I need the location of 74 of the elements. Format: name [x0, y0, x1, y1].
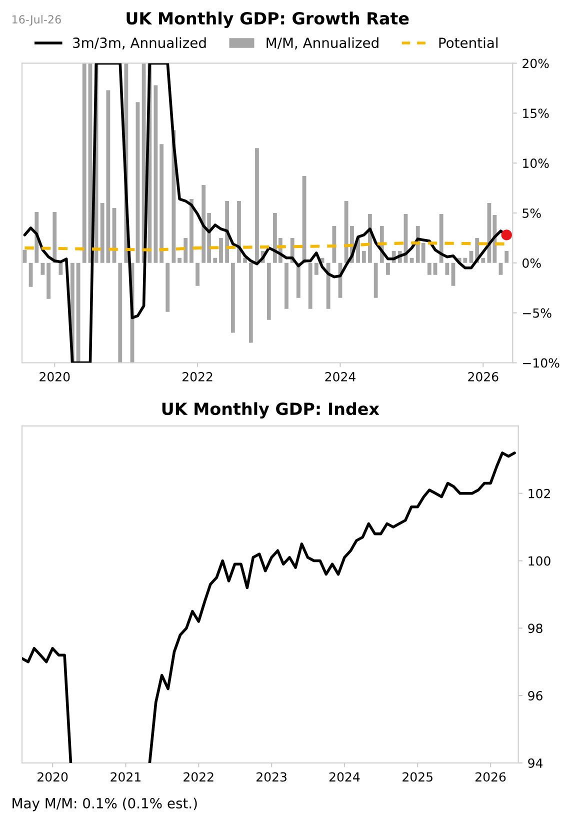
- bar: [504, 250, 509, 263]
- x-tick-label: 2024: [325, 372, 356, 382]
- bar: [213, 258, 218, 263]
- bar: [451, 262, 456, 286]
- chart-title: UK Monthly GDP: Index: [162, 402, 380, 418]
- bar: [284, 262, 288, 309]
- x-tick-label: 2020: [38, 772, 68, 782]
- y-tick-label: 98: [528, 624, 542, 634]
- bar: [439, 214, 444, 263]
- bar: [498, 262, 503, 275]
- bar: [46, 262, 51, 299]
- bar: [237, 201, 241, 263]
- bar: [219, 238, 223, 263]
- bar: [118, 262, 122, 363]
- y-tick-label: 100: [528, 556, 550, 566]
- bar: [332, 226, 336, 263]
- y-tick-label: −5%: [523, 308, 552, 318]
- bar: [52, 212, 57, 263]
- bar: [386, 262, 390, 275]
- bar: [154, 85, 158, 263]
- bar: [178, 258, 182, 263]
- chart-title: UK Monthly GDP: Growth Rate: [126, 12, 409, 28]
- bar: [266, 262, 271, 320]
- bar: [58, 262, 63, 275]
- legend-label: M/M, Annualized: [266, 37, 378, 50]
- bar: [100, 203, 104, 263]
- y-tick-label: 0%: [522, 258, 541, 268]
- bar: [243, 258, 248, 263]
- bar: [40, 262, 45, 275]
- bar: [196, 262, 200, 286]
- bar: [481, 258, 486, 263]
- bar: [308, 262, 312, 309]
- y-tick-label: −10%: [523, 358, 560, 368]
- y-tick-label: 102: [528, 488, 550, 498]
- text: May M/M: 0.1% (0.1% est.): [12, 798, 197, 812]
- bar: [166, 262, 170, 312]
- bar: [230, 262, 235, 333]
- x-tick-label: 2025: [402, 772, 432, 782]
- y-tick-label: 94: [528, 758, 543, 768]
- bar: [427, 262, 432, 275]
- bar: [326, 262, 330, 309]
- bar: [314, 262, 318, 275]
- bar: [255, 148, 259, 263]
- bar: [22, 250, 27, 263]
- y-tick-label: 10%: [523, 158, 549, 168]
- y-tick-label: 15%: [523, 108, 549, 118]
- bar: [82, 63, 86, 263]
- bar: [184, 238, 188, 263]
- bar: [248, 262, 253, 343]
- x-tick-label: 2021: [110, 772, 140, 782]
- text: 16-Jul-26: [12, 14, 61, 26]
- y-tick-label: 5%: [522, 208, 541, 218]
- x-tick-label: 2020: [40, 372, 70, 382]
- legend-label: Potential: [439, 37, 498, 48]
- x-tick-label: 2022: [182, 372, 212, 382]
- y-tick-label: 20%: [522, 58, 549, 68]
- bar: [410, 258, 414, 263]
- bar: [28, 262, 33, 287]
- bar: [374, 262, 378, 298]
- legend-label: 3m/3m, Annualized: [73, 37, 206, 50]
- x-tick-label: 2024: [329, 772, 360, 782]
- bar: [362, 250, 366, 263]
- x-tick-label: 2026: [476, 772, 506, 782]
- y-tick-label: 96: [528, 691, 542, 700]
- bar: [160, 144, 164, 263]
- bar: [445, 262, 450, 275]
- bar: [190, 199, 194, 263]
- bar: [136, 102, 140, 263]
- x-tick-label: 2026: [468, 372, 498, 382]
- bar: [76, 262, 80, 363]
- bar: [469, 250, 474, 263]
- bar: [433, 262, 438, 275]
- x-tick-label: 2022: [184, 772, 214, 782]
- x-tick-label: 2023: [256, 772, 286, 782]
